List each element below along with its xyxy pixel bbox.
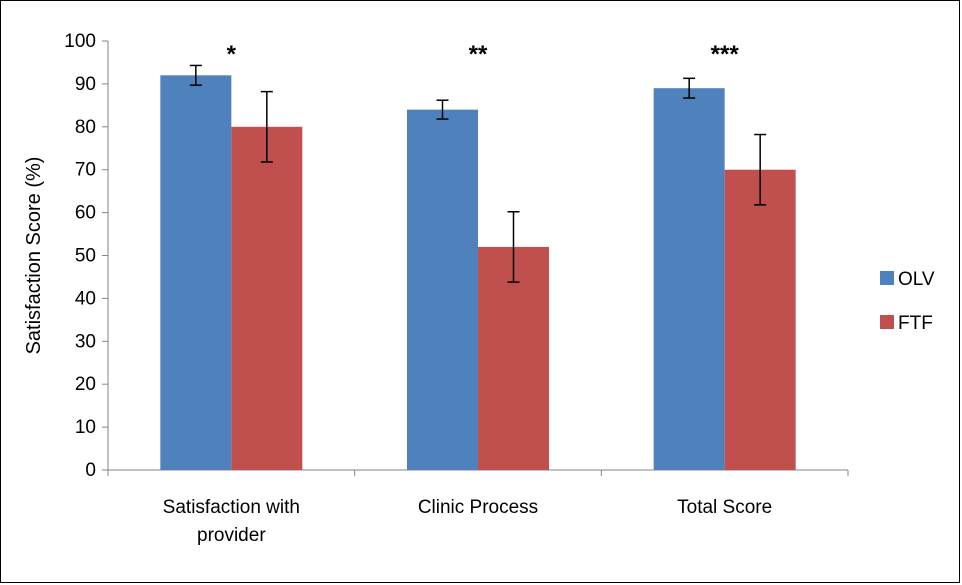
labels: Satisfaction Score (%) Satisfaction with p… — [23, 41, 772, 546]
y-tick-label: 50 — [75, 246, 96, 267]
bar-olv — [653, 88, 725, 470]
x-tick-label: Clinic Process — [418, 497, 538, 518]
legend: OLV FTF — [880, 269, 935, 334]
bar-ftf — [478, 246, 549, 470]
bar-ftf — [231, 126, 303, 471]
bars — [160, 75, 796, 471]
bar-olv — [160, 75, 232, 470]
axes: 0 10 20 30 40 50 60 70 80 90 100 — [64, 31, 849, 481]
y-tick-label: 0 — [85, 460, 96, 481]
legend-label-ftf: FTF — [898, 313, 933, 334]
y-tick-label: 60 — [75, 203, 96, 224]
y-tick-label: 90 — [75, 74, 96, 95]
x-tick-label: Total Score — [677, 497, 772, 518]
y-tick-label: 10 — [75, 417, 96, 438]
legend-label-olv: OLV — [898, 269, 935, 290]
y-tick-label: 30 — [75, 331, 96, 352]
error-bars — [189, 64, 767, 283]
legend-swatch-ftf — [880, 315, 894, 329]
bar-ftf — [724, 169, 796, 470]
significance-marker: *** — [711, 41, 740, 68]
y-tick-label: 80 — [75, 117, 96, 138]
x-tick-label: Satisfaction with — [163, 497, 300, 518]
y-axis-label: Satisfaction Score (%) — [23, 157, 45, 355]
y-tick-label: 20 — [75, 374, 96, 395]
y-tick-label: 70 — [75, 160, 96, 181]
y-tick-label: 40 — [75, 288, 96, 309]
legend-swatch-olv — [880, 271, 894, 285]
bar-olv — [407, 109, 478, 470]
x-tick-label: provider — [197, 525, 266, 546]
significance-marker: * — [227, 41, 237, 68]
significance-marker: ** — [469, 41, 488, 68]
y-tick-label: 100 — [64, 31, 96, 52]
